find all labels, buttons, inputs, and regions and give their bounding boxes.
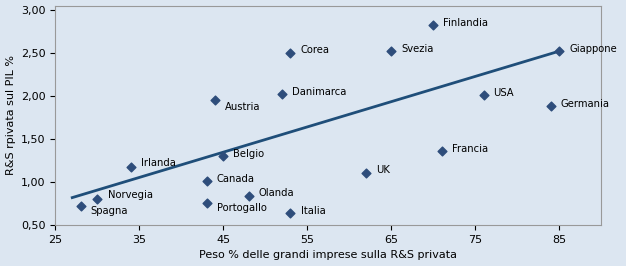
Text: Giappone: Giappone — [569, 44, 617, 54]
Point — [126, 164, 136, 169]
Point — [361, 171, 371, 175]
Text: Svezia: Svezia — [401, 44, 434, 54]
Text: Finlandia: Finlandia — [443, 18, 488, 28]
Text: USA: USA — [494, 88, 514, 98]
Point — [93, 197, 103, 201]
Text: Corea: Corea — [300, 45, 329, 55]
Text: Austria: Austria — [225, 102, 260, 112]
Text: Danimarca: Danimarca — [292, 87, 347, 97]
Point — [218, 154, 228, 158]
Text: Portogallo: Portogallo — [217, 203, 267, 213]
Point — [554, 49, 564, 53]
Point — [202, 201, 212, 205]
Point — [285, 211, 295, 215]
Text: Norvegia: Norvegia — [108, 190, 153, 200]
Point — [202, 179, 212, 183]
Point — [285, 51, 295, 55]
Text: Olanda: Olanda — [259, 188, 294, 198]
Point — [76, 204, 86, 208]
Y-axis label: R&S rpivata sul PIL %: R&S rpivata sul PIL % — [6, 55, 16, 175]
Text: Spagna: Spagna — [91, 206, 128, 215]
Text: Irlanda: Irlanda — [141, 158, 176, 168]
Text: Belgio: Belgio — [233, 149, 265, 159]
Text: UK: UK — [376, 165, 390, 175]
Point — [244, 194, 254, 198]
Text: Canada: Canada — [217, 174, 255, 184]
Point — [277, 92, 287, 96]
Point — [210, 98, 220, 102]
Point — [436, 149, 446, 153]
Point — [478, 93, 488, 97]
Point — [386, 49, 396, 53]
Text: Germania: Germania — [561, 99, 610, 109]
Text: Francia: Francia — [451, 144, 488, 153]
Text: Italia: Italia — [300, 206, 326, 215]
X-axis label: Peso % delle grandi imprese sulla R&S privata: Peso % delle grandi imprese sulla R&S pr… — [199, 251, 457, 260]
Point — [546, 104, 556, 109]
Point — [428, 23, 438, 27]
